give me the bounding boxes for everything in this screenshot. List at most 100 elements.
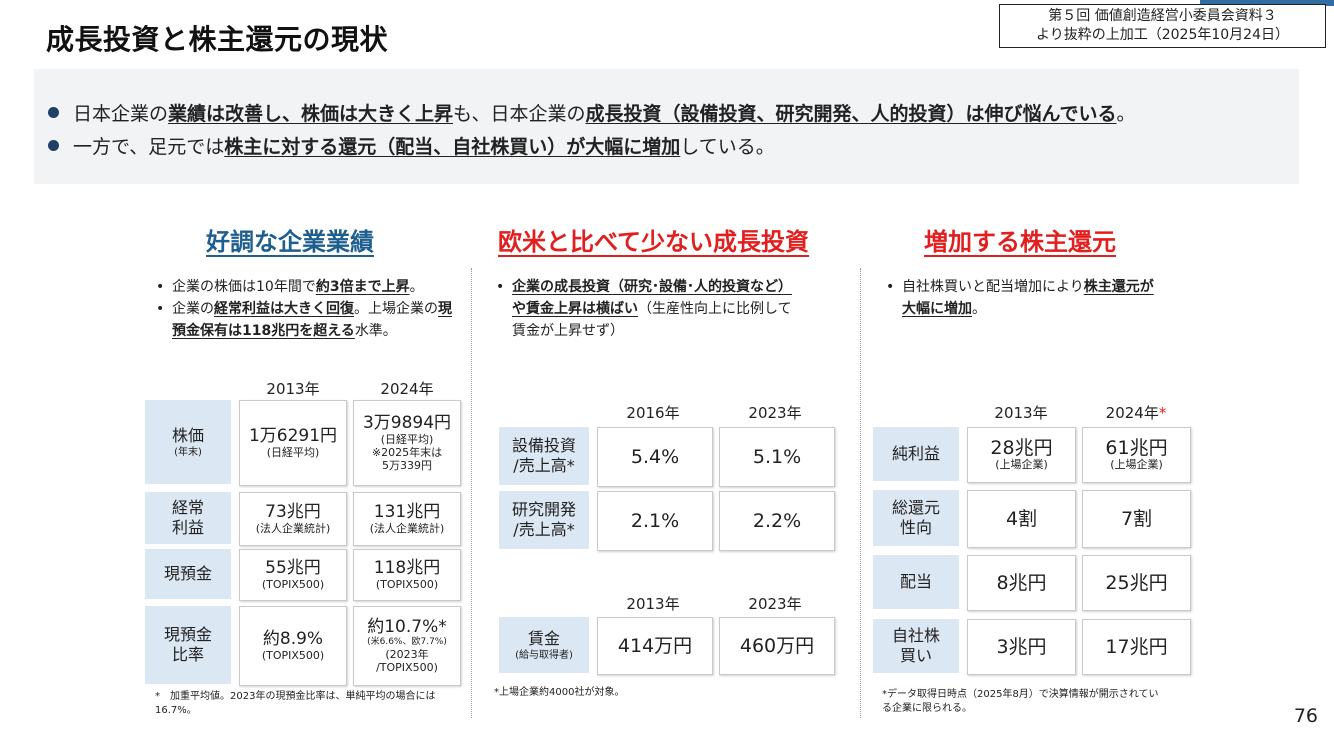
value: 約8.9% (262, 629, 324, 649)
asterisk: * (1158, 404, 1167, 422)
sub: (法人企業統計) (369, 522, 445, 535)
list-item: 企業の経常利益は大きく回復。上場企業の現預金保有は118兆円を超える水準。 (156, 298, 456, 342)
cell-payout-2024: 7割 (1082, 490, 1191, 548)
value: 3万9894円 (362, 413, 452, 433)
cell-net-income-2024: 61兆円 (上場企業) (1082, 427, 1191, 483)
row-label-capex: 設備投資/売上高* (499, 427, 589, 485)
col1-notes: 企業の株価は10年間で約3倍まで上昇。 企業の経常利益は大きく回復。上場企業の現… (156, 276, 456, 342)
page-number: 76 (1293, 705, 1318, 727)
sub: (年末) (174, 446, 202, 458)
row-label-net-income: 純利益 (873, 427, 959, 481)
row-label-wage: 賃金 (給与取得者) (499, 617, 589, 673)
text: （生産性向上に比例して (638, 301, 792, 317)
col2-year-2: 2023年 (748, 404, 802, 422)
text: 賃金が上昇せず） (512, 323, 624, 339)
cell-cash-2024: 118兆円 (TOPIX500) (353, 549, 461, 601)
row-label-dividend: 配当 (873, 555, 959, 609)
text: している。 (680, 136, 775, 158)
column-divider (860, 268, 861, 718)
source-line-1: 第５回 価値創造経営小委員会資料３ (1048, 8, 1277, 24)
source-line-2: より抜粋の上加工（2025年10月24日） (1036, 27, 1289, 43)
cell-buyback-2024: 17兆円 (1082, 619, 1191, 675)
list-item: 企業の成長投資（研究･設備･人的投資など） や賃金上昇は横ばい（生産性向上に比例し… (496, 276, 846, 342)
cell-rnd-2023: 2.2% (719, 491, 835, 551)
label: /売上高* (513, 520, 575, 539)
emphasis: 約3倍まで上昇 (315, 279, 410, 295)
cell-cash-ratio-2013: 約8.9% (TOPIX500) (239, 606, 347, 686)
emphasis: 企業の成長投資（研究･設備･人的投資など） (512, 279, 792, 295)
year-text: 2024年 (1105, 404, 1159, 422)
sub: (TOPIX500) (261, 578, 325, 591)
col2-year-1: 2016年 (626, 404, 680, 422)
cell-cash-ratio-2024: 約10.7%* (米6.6%、欧7.7%) (2023年/TOPIX500) (353, 606, 461, 686)
cell-buyback-2013: 3兆円 (967, 619, 1076, 675)
label: 性向 (899, 518, 932, 537)
col2-year-3: 2013年 (626, 595, 680, 613)
label: 自社株 (891, 626, 940, 645)
col3-year-1: 2013年 (994, 404, 1048, 422)
row-label-ordinary-profit: 経常 利益 (145, 492, 231, 544)
value: 118兆円 (373, 558, 441, 578)
col3-footnote: *データ取得日時点（2025年8月）で決算情報が開示されてい る企業に限られる。 (882, 688, 1159, 716)
sub: (上場企業) (995, 458, 1048, 471)
cell-stock-2013: 1万6291円 (日経平均) (239, 400, 347, 486)
bullet-dot-icon (48, 140, 59, 151)
list-item: 企業の株価は10年間で約3倍まで上昇。 (156, 276, 456, 298)
value: 55兆円 (265, 558, 321, 578)
row-label-stock-price: 株価 (年末) (145, 400, 231, 484)
col1-footnote: * 加重平均値。2023年の現預金比率は、単純平均の場合には 16.7%。 (155, 690, 435, 718)
summary-box: 日本企業の業績は改善し、株価は大きく上昇も、日本企業の成長投資（設備投資、研究開… (34, 69, 1299, 184)
text: 日本企業の (73, 103, 169, 125)
bullet-dot-icon (48, 107, 59, 118)
row-label-cash: 現預金 (145, 549, 231, 599)
value: 131兆円 (373, 502, 441, 522)
label: 研究開発 (511, 500, 576, 519)
label: 比率 (171, 645, 204, 664)
top-accent-bar (1200, 0, 1334, 6)
note: ※2025年末は (371, 446, 443, 459)
cell-profit-2024: 131兆円 (法人企業統計) (353, 492, 461, 546)
row-label-cash-ratio: 現預金 比率 (145, 606, 231, 684)
text: 企業の (172, 301, 214, 317)
note: 5万339円 (382, 459, 432, 472)
summary-bullet-1: 日本企業の業績は改善し、株価は大きく上昇も、日本企業の成長投資（設備投資、研究開… (48, 99, 1136, 126)
col3-title: 増加する株主還元 (924, 228, 1116, 256)
sub: (TOPIX500) (261, 649, 325, 662)
row-label-buyback: 自社株 買い (873, 619, 959, 673)
value: 1万6291円 (248, 426, 338, 446)
text: も、日本企業の (453, 103, 586, 125)
col2-footnote: *上場企業約4000社が対象。 (494, 687, 625, 698)
sub: (日経平均) (380, 433, 434, 446)
sub: (TOPIX500) (375, 578, 439, 591)
column-divider (471, 268, 472, 718)
value: 約10.7%* (367, 617, 447, 637)
cell-wage-2013: 414万円 (597, 617, 713, 675)
source-box: 第５回 価値創造経営小委員会資料３ より抜粋の上加工（2025年10月24日） (999, 4, 1326, 48)
emphasis: 現預金保有は118兆円を超える (172, 301, 452, 339)
note: (2023年 (385, 648, 429, 661)
label: 純利益 (891, 444, 940, 463)
label: 配当 (899, 572, 932, 591)
cell-capex-2023: 5.1% (719, 427, 835, 487)
label: 総還元 (891, 498, 940, 517)
cell-stock-2024: 3万9894円 (日経平均) ※2025年末は 5万339円 (353, 400, 461, 486)
col1-title: 好調な企業業績 (206, 228, 374, 256)
note: (米6.6%、欧7.7%) (367, 637, 447, 647)
text: 。 (972, 301, 986, 317)
footnote-line: 16.7%。 (155, 705, 197, 716)
label: 現預金 (163, 564, 212, 583)
col1-year-1: 2013年 (266, 380, 320, 398)
label: 買い (899, 646, 932, 665)
cell-capex-2016: 5.4% (597, 427, 713, 487)
sub: (上場企業) (1110, 458, 1163, 471)
col2-title: 欧米と比べて少ない成長投資 (498, 228, 810, 256)
row-label-rnd: 研究開発/売上高* (499, 491, 589, 549)
value: 61兆円 (1105, 437, 1168, 459)
label: /売上高* (513, 456, 575, 475)
cell-profit-2013: 73兆円 (法人企業統計) (239, 492, 347, 546)
emphasis: 株主還元が (1083, 279, 1154, 295)
cell-dividend-2013: 8兆円 (967, 555, 1076, 611)
text: 一方で、足元では (73, 136, 225, 158)
